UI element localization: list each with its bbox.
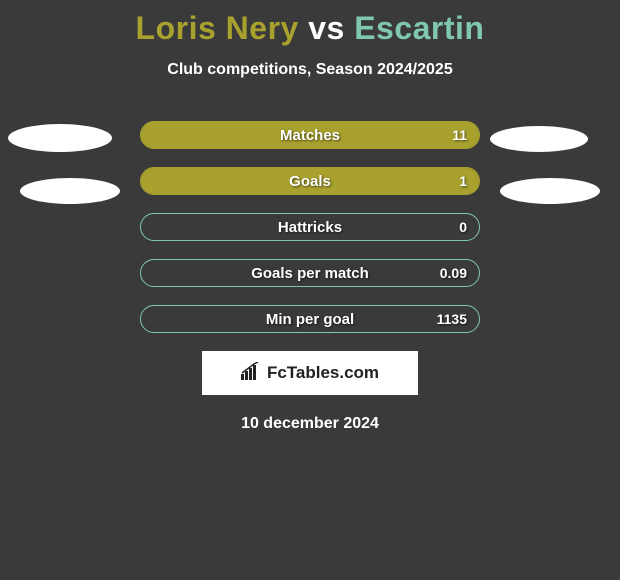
stat-row: Hattricks0 — [140, 213, 480, 241]
decorative-oval — [490, 126, 588, 152]
decorative-oval — [20, 178, 120, 204]
stat-value: 0 — [459, 219, 467, 235]
stat-label: Goals per match — [141, 265, 479, 282]
stat-row: Matches11 — [140, 121, 480, 149]
stat-label: Goals — [141, 173, 479, 190]
stat-label: Min per goal — [141, 311, 479, 328]
logo-text: FcTables.com — [267, 363, 379, 383]
stat-value: 1 — [459, 173, 467, 189]
stat-row: Goals1 — [140, 167, 480, 195]
logo-box: FcTables.com — [202, 351, 418, 395]
logo: FcTables.com — [241, 362, 379, 385]
stat-value: 1135 — [437, 311, 467, 327]
stat-row: Min per goal1135 — [140, 305, 480, 333]
decorative-oval — [500, 178, 600, 204]
bar-chart-icon — [241, 362, 263, 385]
title-player1: Loris Nery — [136, 10, 299, 46]
stat-label: Matches — [141, 127, 479, 144]
date-text: 10 december 2024 — [0, 415, 620, 433]
title-vs: vs — [308, 10, 345, 46]
decorative-oval — [8, 124, 112, 152]
subtitle: Club competitions, Season 2024/2025 — [0, 61, 620, 79]
title-player2: Escartin — [354, 10, 484, 46]
stat-label: Hattricks — [141, 219, 479, 236]
stat-row: Goals per match0.09 — [140, 259, 480, 287]
stat-value: 0.09 — [440, 265, 467, 281]
page-title: Loris Nery vs Escartin — [0, 0, 620, 47]
stat-value: 11 — [452, 127, 467, 143]
stats-container: Matches11 Goals1 Hattricks0 Goals per match… — [0, 121, 620, 333]
